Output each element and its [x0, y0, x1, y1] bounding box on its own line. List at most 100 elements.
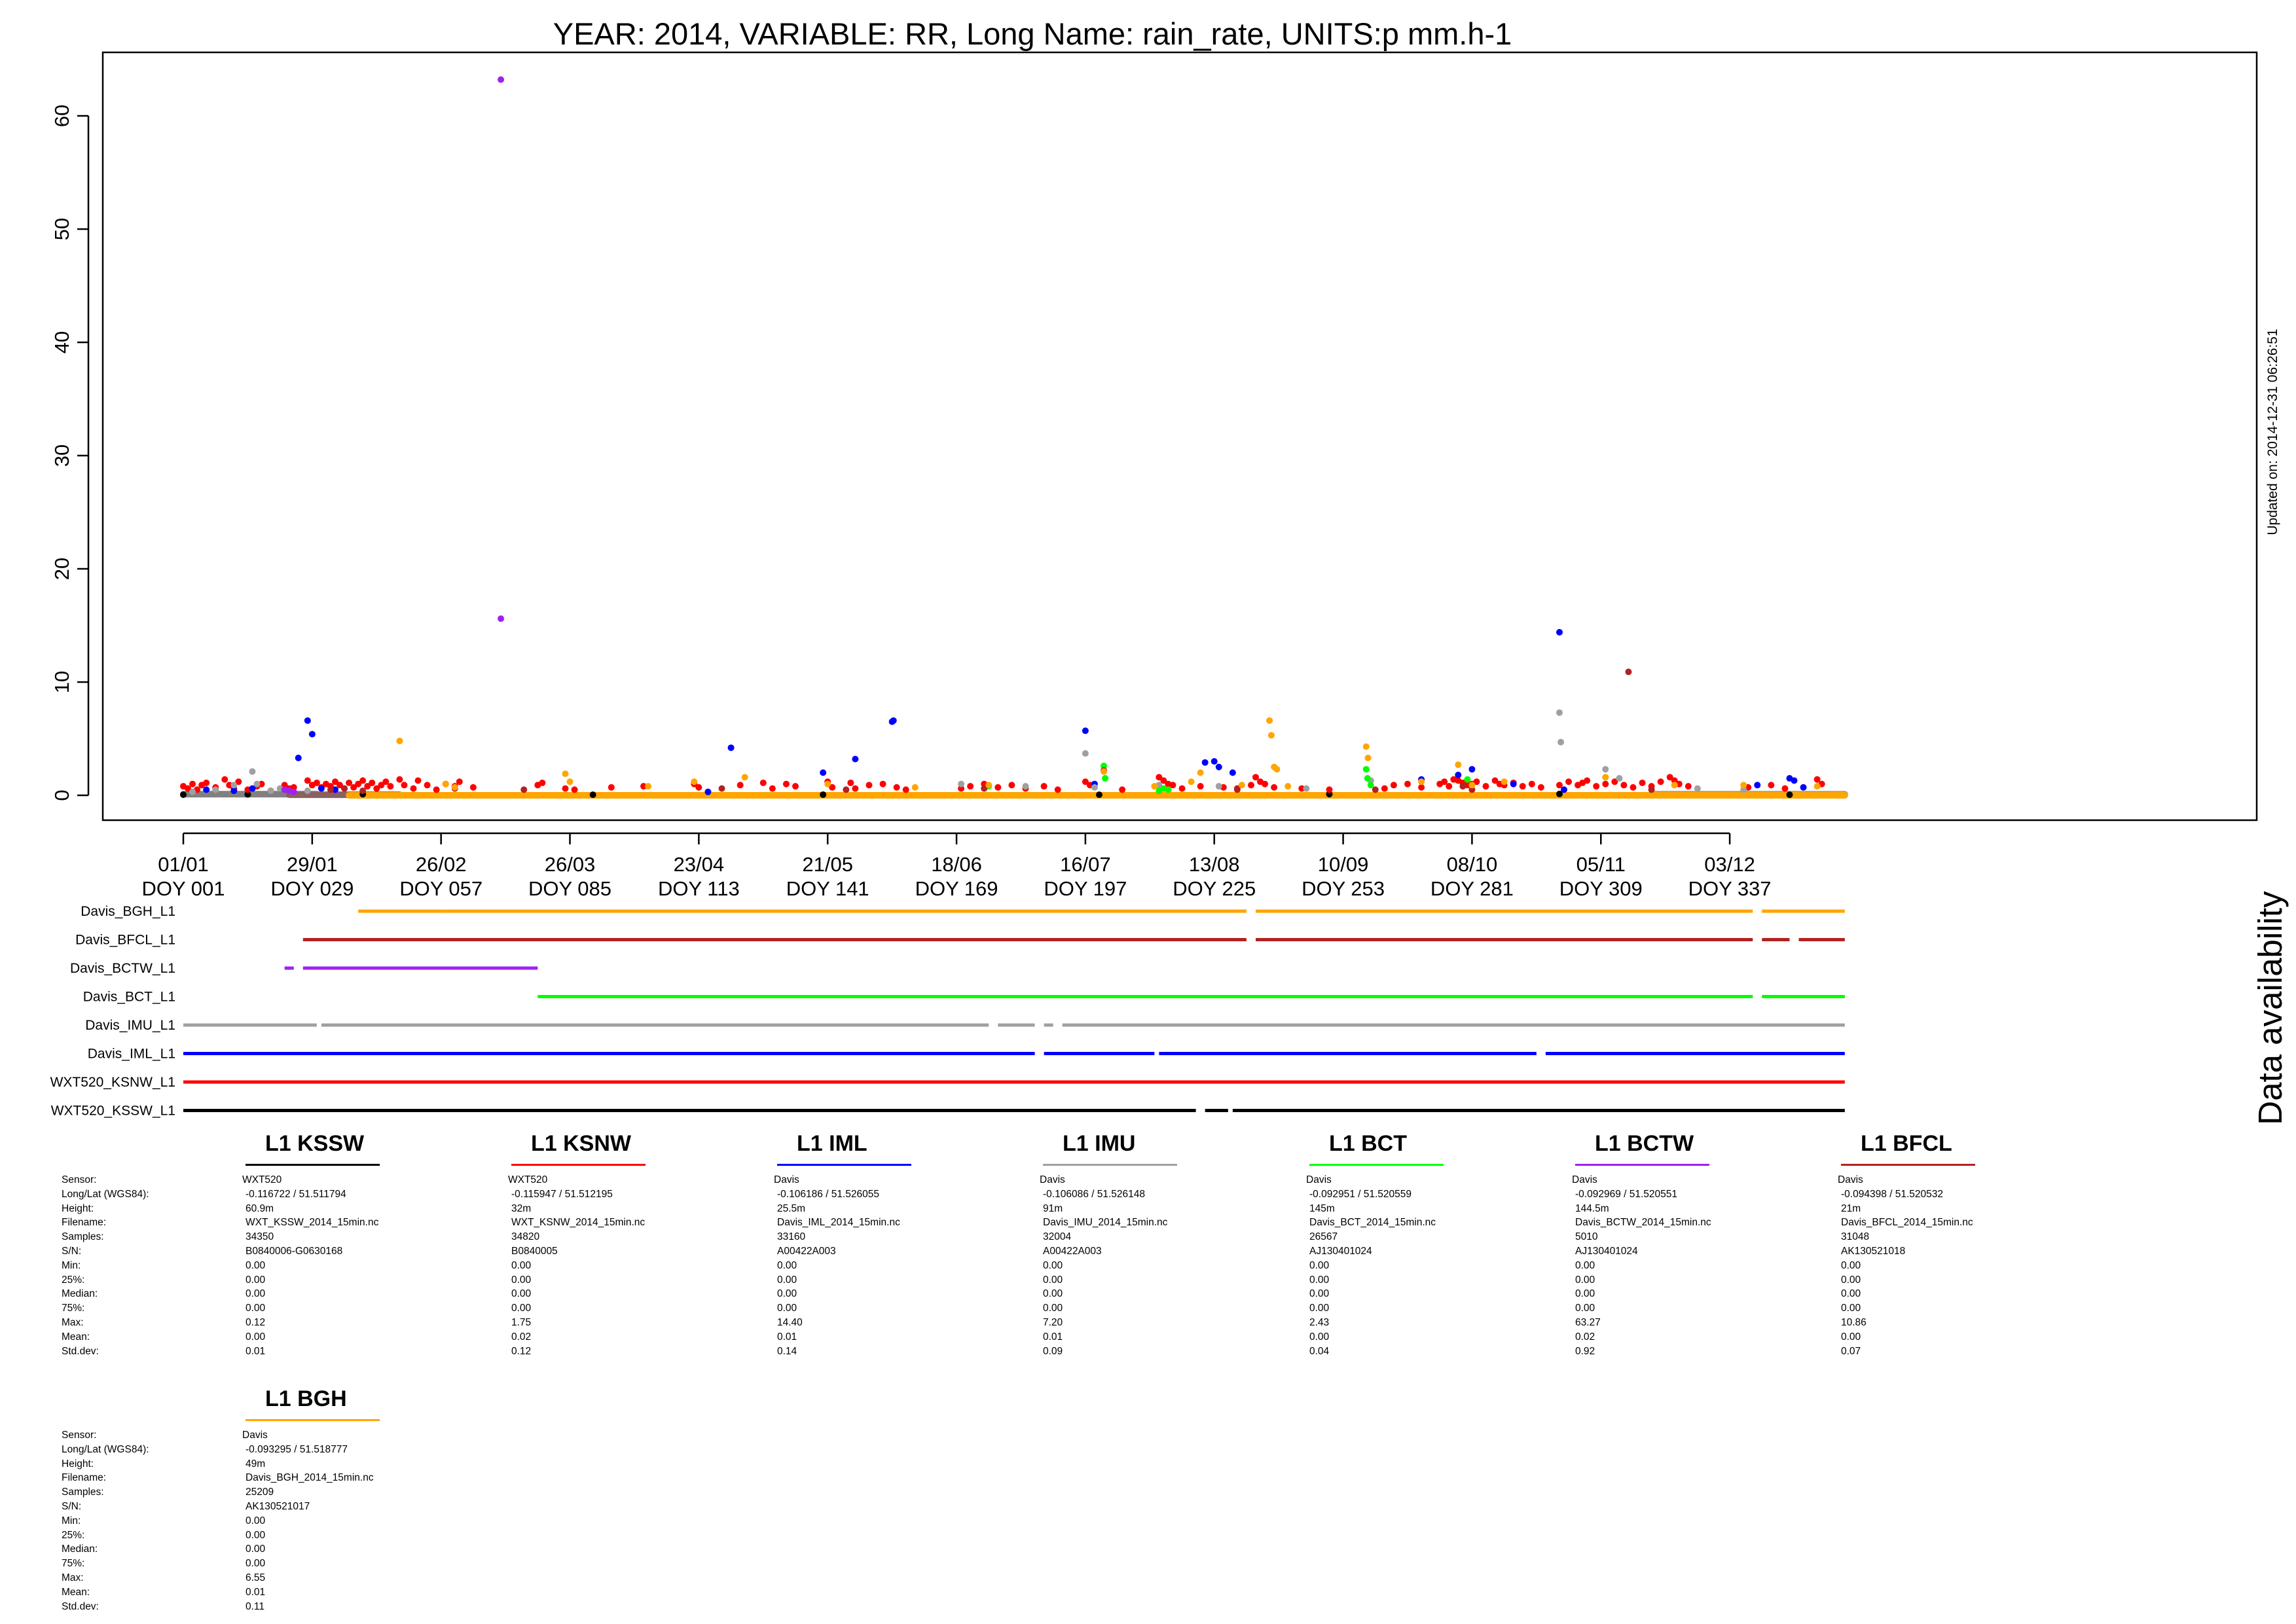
sensor-value: 0.00: [1043, 1303, 1063, 1314]
x-tick-doy: DOY 281: [1430, 877, 1514, 900]
sensor-value: -0.115947 / 51.512195: [511, 1188, 613, 1200]
sensor-value: WXT_KSSW_2014_15min.nc: [246, 1217, 379, 1229]
sensor-value: 0.00: [1309, 1288, 1330, 1300]
sensor-value: 0.01: [246, 1586, 266, 1598]
data-point: [1537, 784, 1544, 791]
y-tick-label: 40: [50, 331, 73, 353]
data-point: [290, 788, 297, 795]
x-tick-date: 26/03: [545, 853, 596, 876]
data-point: [212, 786, 219, 793]
sensor-value: -0.092951 / 51.520559: [1309, 1188, 1412, 1200]
data-point: [341, 785, 348, 792]
availability-label: Davis_IMU_L1: [85, 1018, 175, 1033]
sensor-value: -0.116722 / 51.511794: [246, 1188, 346, 1200]
sensor-value: AK130521017: [246, 1501, 310, 1512]
sensor-value: 0.00: [246, 1515, 266, 1526]
data-point: [1666, 774, 1673, 781]
data-point: [1247, 782, 1254, 789]
sensor-value: 0.02: [1575, 1331, 1595, 1343]
data-point: [1602, 766, 1609, 773]
sensor-value: 0.09: [1043, 1345, 1063, 1357]
data-point: [203, 786, 210, 793]
data-point: [958, 780, 965, 787]
sensor-value: Davis_BGH_2014_15min.nc: [246, 1472, 374, 1484]
sensor-value: 0.00: [777, 1259, 797, 1271]
data-point: [469, 784, 477, 791]
stats-field-label: Max:: [62, 1317, 84, 1328]
availability-label: Davis_BGH_L1: [81, 904, 175, 919]
sensor-value: 0.04: [1309, 1345, 1330, 1357]
sensor-value: Davis: [1040, 1174, 1065, 1185]
y-tick-label: 10: [50, 671, 73, 693]
sensor-title: L1 BFCL: [1861, 1131, 1952, 1156]
sensor-value: Davis_IML_2014_15min.nc: [777, 1217, 900, 1229]
data-point: [1482, 783, 1489, 790]
data-point: [1178, 785, 1186, 792]
data-point: [1102, 775, 1109, 782]
data-point: [1156, 774, 1163, 781]
sensor-value: 0.00: [246, 1331, 266, 1343]
sensor-value: -0.093295 / 51.518777: [246, 1443, 348, 1455]
data-point: [562, 770, 569, 778]
data-point: [1091, 784, 1098, 791]
availability-label: Davis_BFCL_L1: [75, 933, 175, 948]
data-point: [695, 784, 702, 791]
sensor-value: 63.27: [1575, 1317, 1601, 1328]
data-point: [1565, 778, 1573, 785]
y-tick-label: 30: [50, 444, 73, 467]
availability-label: Davis_BCTW_L1: [70, 961, 175, 976]
data-point: [401, 782, 408, 789]
sensor-value: 0.00: [1575, 1274, 1595, 1286]
sensor-value: 0.00: [1841, 1259, 1861, 1271]
data-point: [1101, 763, 1107, 770]
updated-note: Updated on: 2014-12-31 06:26:51: [2265, 329, 2280, 535]
data-point: [281, 782, 288, 789]
sensor-value: 0.00: [1575, 1288, 1595, 1300]
data-point: [1648, 786, 1655, 793]
data-point: [359, 787, 367, 795]
sensor-value: AK130521018: [1841, 1246, 1906, 1257]
sensor-value: 26567: [1309, 1231, 1338, 1243]
plot-frame: [101, 51, 2258, 821]
sensor-value: Davis_BCTW_2014_15min.nc: [1575, 1217, 1711, 1229]
x-tick-doy: DOY 197: [1044, 877, 1127, 900]
sensor-value: 0.00: [246, 1558, 266, 1570]
sensor-value: 33160: [777, 1231, 806, 1243]
data-point: [769, 785, 776, 792]
data-point: [589, 791, 596, 799]
availability-panel: Davis_BGH_L1 Davis_BFCL_L1 Davis_BCTW_L1 Da…: [50, 904, 1845, 1119]
data-point: [1754, 782, 1761, 789]
data-point: [1561, 786, 1567, 793]
data-point: [1082, 749, 1089, 757]
stats-field-label: Median:: [62, 1288, 98, 1300]
data-point: [203, 779, 210, 786]
sensor-value: 5010: [1575, 1231, 1598, 1243]
sensor-value: 0.00: [511, 1274, 532, 1286]
sensor-value: B0840005: [511, 1246, 558, 1257]
availability-label: WXT520_KSSW_L1: [51, 1104, 175, 1119]
data-point: [1473, 778, 1480, 785]
data-point: [1418, 778, 1425, 785]
data-point: [893, 784, 900, 791]
sensor-value: 0.00: [246, 1543, 266, 1555]
sensor-value: 0.07: [1841, 1345, 1861, 1357]
sensor-value: 32m: [511, 1202, 532, 1214]
data-point: [1602, 780, 1609, 787]
data-point: [258, 780, 265, 787]
series-Davis_IML_L1: [203, 628, 1807, 795]
data-point: [1233, 786, 1241, 793]
data-point: [1364, 775, 1371, 782]
series-WXT520_KSNW_L1: [180, 774, 1825, 795]
stats-field-label: Min:: [62, 1515, 81, 1526]
data-point: [566, 778, 574, 785]
data-point: [1611, 778, 1618, 785]
sensor-value: 0.00: [1309, 1274, 1330, 1286]
sensor-value: 21m: [1841, 1202, 1861, 1214]
data-point: [520, 786, 528, 793]
stats-field-label: Samples:: [62, 1231, 104, 1243]
data-point: [1556, 628, 1563, 636]
x-tick-date: 18/06: [931, 853, 982, 876]
data-point: [185, 785, 192, 792]
sensor-value: 0.00: [1309, 1259, 1330, 1271]
